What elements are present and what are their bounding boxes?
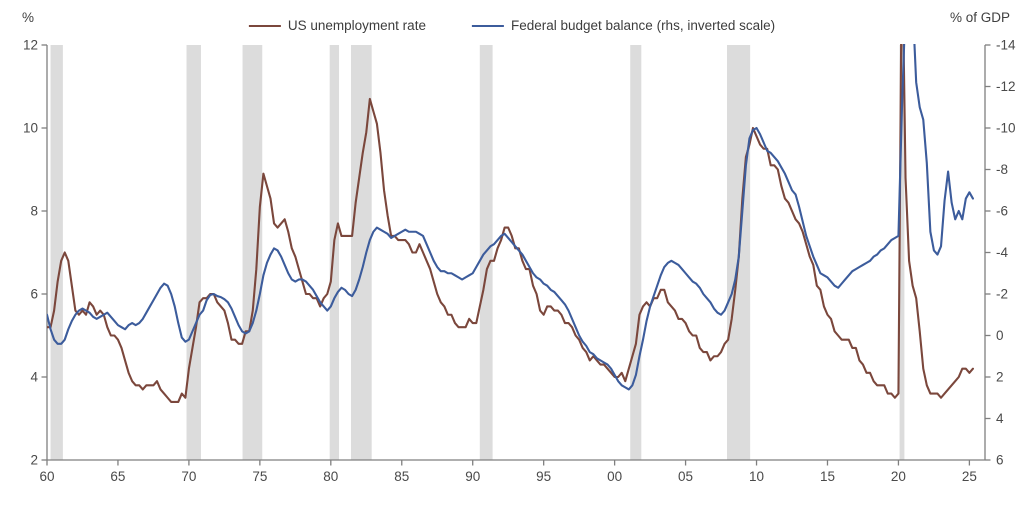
right-axis-tick-label: 6 xyxy=(996,453,1004,468)
left-axis-unit-label: % xyxy=(22,10,35,25)
x-axis-tick-label: 90 xyxy=(465,469,480,484)
right-axis-tick-label: -14 xyxy=(996,38,1016,53)
budget-line-swatch-icon xyxy=(471,24,504,27)
recession-band xyxy=(899,45,905,460)
legend-item-budget: Federal budget balance (rhs, inverted sc… xyxy=(471,18,776,33)
recession-band xyxy=(186,45,201,460)
x-axis-tick-label: 65 xyxy=(110,469,125,484)
legend-item-unemployment: US unemployment rate xyxy=(248,18,426,33)
right-axis-unit-label: % of GDP xyxy=(949,10,1010,25)
right-axis-tick-label: -6 xyxy=(996,204,1008,219)
series-lines xyxy=(47,44,974,403)
left-axis-tick-label: 12 xyxy=(23,38,38,53)
left-axis-tick-label: 10 xyxy=(23,121,38,136)
x-axis-tick-label: 85 xyxy=(394,469,409,484)
unemployment-line-swatch-icon xyxy=(248,24,281,27)
recession-band xyxy=(329,45,340,460)
x-axis-tick-label: 25 xyxy=(962,469,977,484)
right-axis-tick-label: 4 xyxy=(996,411,1004,426)
right-axis-tick-label: -10 xyxy=(996,121,1016,136)
x-axis-tick-label: 95 xyxy=(536,469,551,484)
left-axis-tick-label: 2 xyxy=(30,453,38,468)
x-axis-tick-label: 70 xyxy=(181,469,196,484)
x-axis-tick-label: 80 xyxy=(323,469,338,484)
legend-label-budget: Federal budget balance (rhs, inverted sc… xyxy=(510,18,776,33)
right-axis-tick-label: -8 xyxy=(996,162,1008,177)
recession-band xyxy=(350,45,372,460)
recession-band xyxy=(242,45,263,460)
x-axis-tick-label: 05 xyxy=(678,469,693,484)
left-axis-tick-label: 6 xyxy=(30,287,38,302)
x-axis-tick-label: 20 xyxy=(891,469,906,484)
unemployment-line xyxy=(47,44,974,403)
right-axis-tick-label: 2 xyxy=(996,370,1004,385)
x-axis-tick-label: 75 xyxy=(252,469,267,484)
left-axis-tick-label: 8 xyxy=(30,204,38,219)
right-axis-tick-label: -2 xyxy=(996,287,1008,302)
legend: US unemployment rate Federal budget bala… xyxy=(248,18,776,33)
recession-band xyxy=(50,45,63,460)
x-axis-tick-label: 60 xyxy=(39,469,54,484)
recession-band xyxy=(630,45,642,460)
x-axis-tick-label: 10 xyxy=(749,469,764,484)
x-axis-tick-label: 15 xyxy=(820,469,835,484)
budget-line xyxy=(47,44,974,391)
x-axis-tick-label: 00 xyxy=(607,469,622,484)
right-axis-tick-label: 0 xyxy=(996,328,1004,343)
right-axis-tick-label: -12 xyxy=(996,79,1016,94)
left-axis-tick-label: 4 xyxy=(30,370,38,385)
right-axis-tick-label: -4 xyxy=(996,245,1008,260)
legend-label-unemployment: US unemployment rate xyxy=(287,18,426,33)
